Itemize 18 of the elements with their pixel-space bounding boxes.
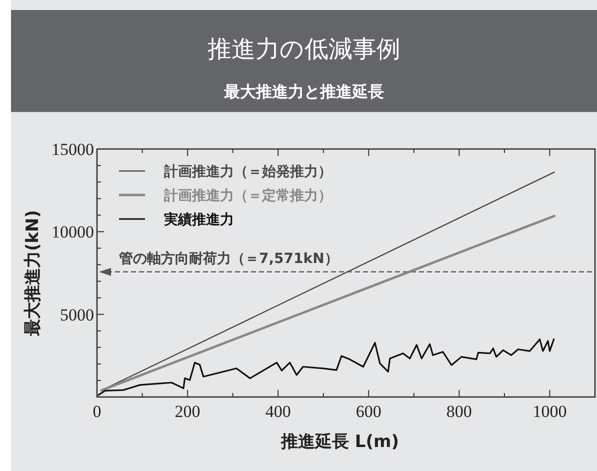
- chart-subtitle: 最大推進力と推進延長: [223, 82, 384, 101]
- y-axis-title: 最大推進力(kN): [23, 210, 43, 338]
- line-series: [98, 338, 555, 396]
- legend-label: 計画推進力（＝定常推力）: [163, 187, 332, 204]
- x-tick-label: 800: [446, 402, 472, 421]
- x-tick-label: 400: [265, 402, 291, 421]
- y-tick-label: 5000: [60, 305, 94, 324]
- x-axis-title: 推進延長 L(m): [280, 432, 400, 452]
- x-tick-label: 0: [92, 402, 102, 421]
- x-tick-label: 600: [356, 402, 382, 421]
- legend-label: 実績推進力: [164, 211, 234, 228]
- legend-label: 計画推進力（＝始発推力）: [163, 164, 332, 180]
- y-tick-label: 10000: [52, 222, 94, 242]
- y-tick-label: 15000: [52, 140, 94, 159]
- x-tick-label: 1000: [532, 402, 567, 421]
- ref-line-label: 管の軸方向耐荷力（＝7,571kN）: [118, 250, 338, 267]
- chart-title: 推進力の低減事例: [208, 35, 400, 63]
- x-tick-label: 200: [174, 402, 200, 421]
